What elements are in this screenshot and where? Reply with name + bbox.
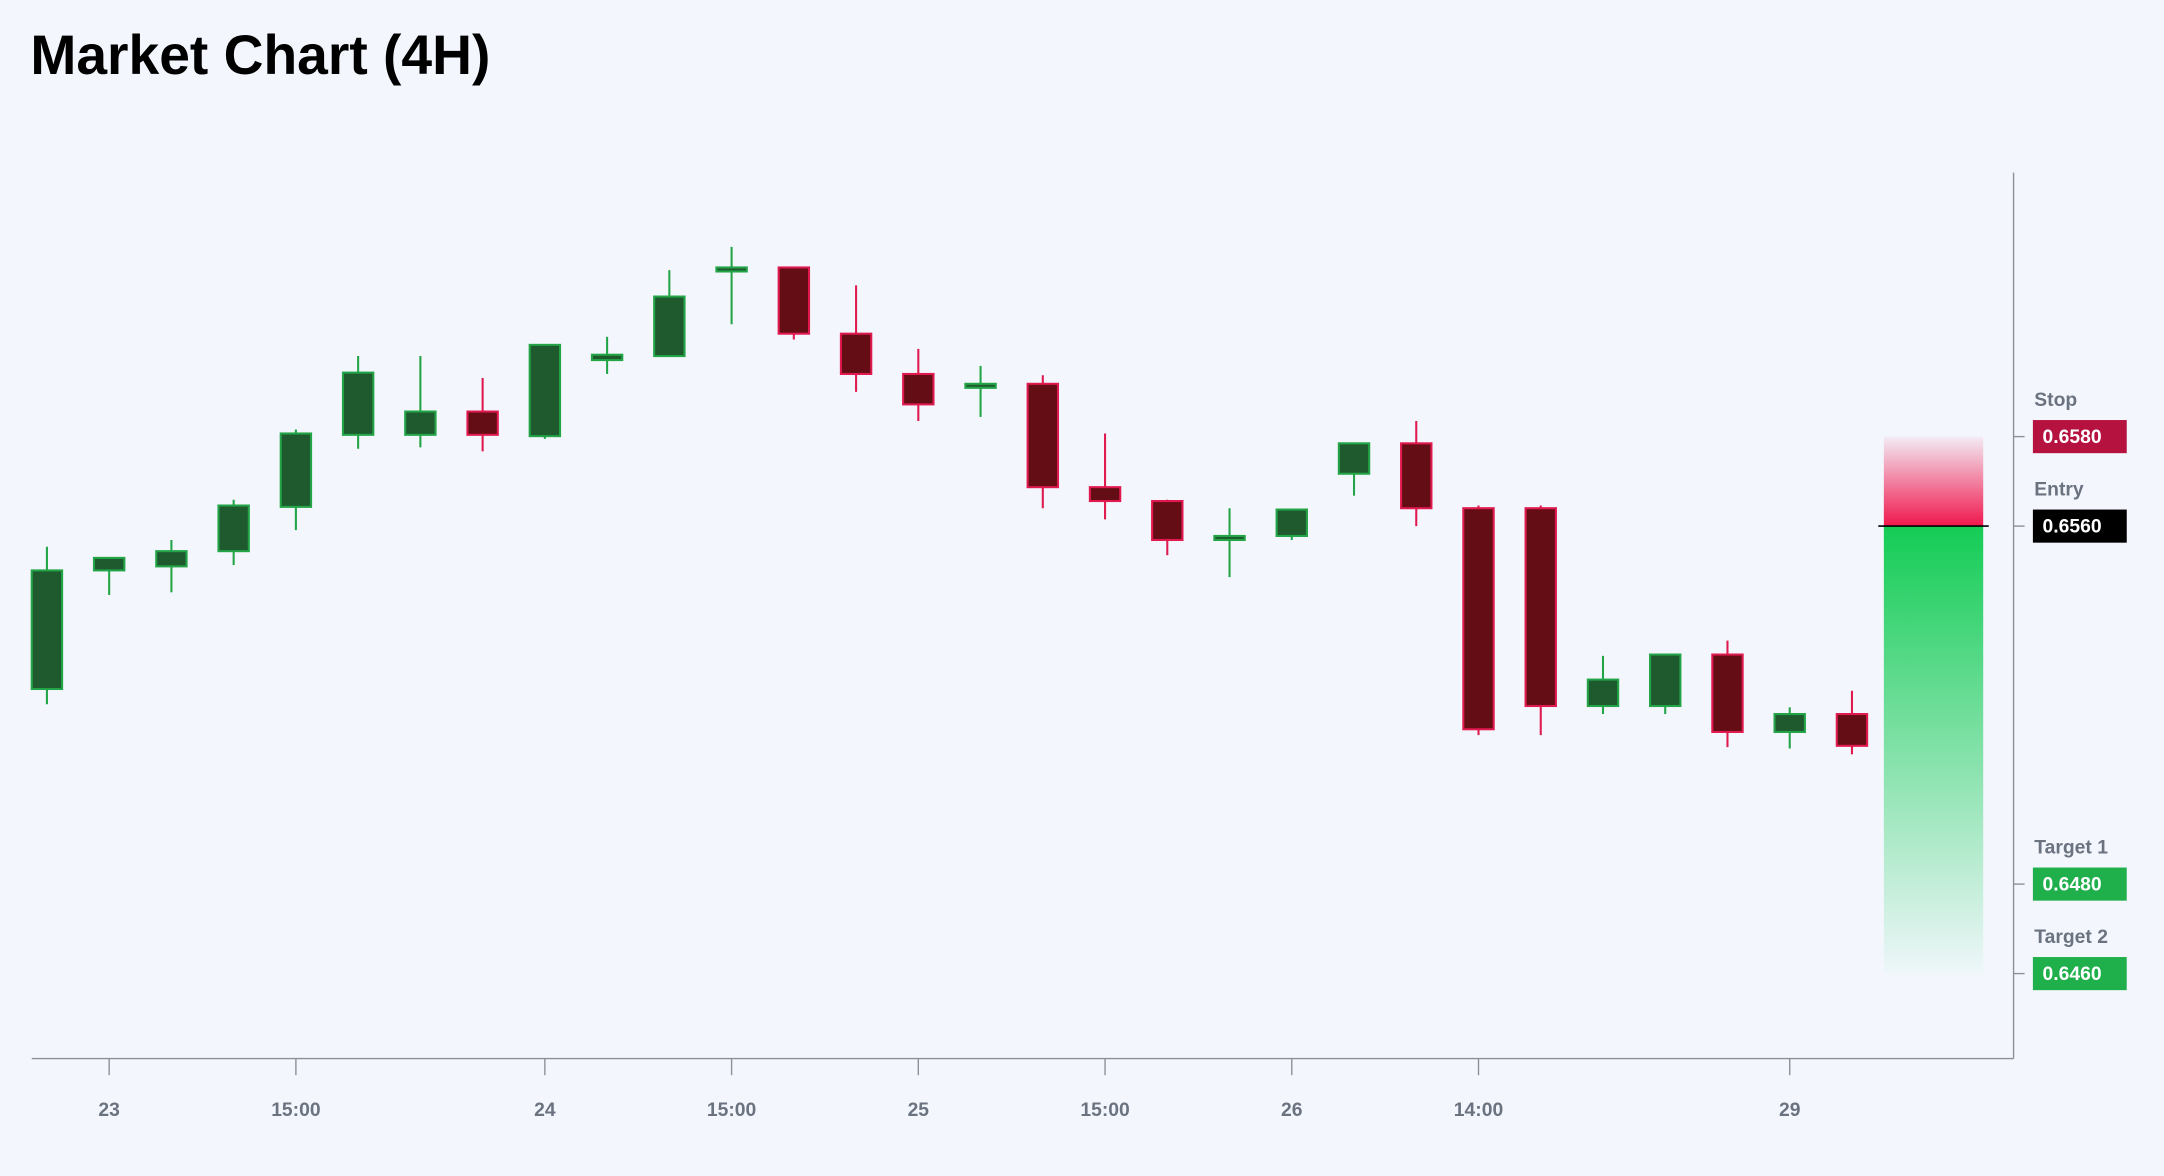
candle-body — [1711, 653, 1744, 733]
candle-body — [1337, 442, 1371, 475]
level-value: 0.6480 — [2043, 875, 2102, 896]
candle-body — [30, 569, 64, 691]
level-badge — [2032, 867, 2127, 901]
level-name: Target 2 — [2034, 927, 2108, 948]
candle-body — [964, 382, 997, 389]
x-tick-label: 15:00 — [271, 1100, 320, 1121]
candle-body — [590, 353, 624, 362]
level-badge — [2032, 509, 2127, 543]
candle-body — [1151, 500, 1184, 542]
level-name: Stop — [2034, 390, 2077, 411]
x-tick-label: 25 — [908, 1100, 930, 1121]
level-badge — [2032, 957, 2127, 991]
reward-zone — [1883, 526, 1984, 974]
risk-zone — [1883, 436, 1984, 527]
candle-body — [902, 372, 935, 406]
x-tick-label: 15:00 — [707, 1100, 756, 1121]
x-tick-label: 23 — [98, 1100, 120, 1121]
candle-body — [1088, 486, 1122, 503]
candle-body — [279, 432, 313, 508]
candle-body — [1649, 653, 1682, 708]
level-value: 0.6580 — [2043, 427, 2102, 448]
x-tick-label: 26 — [1281, 1100, 1303, 1121]
level-value: 0.6460 — [2043, 964, 2102, 985]
candle-body — [466, 410, 499, 436]
candle-body — [341, 371, 375, 436]
candle-body — [1275, 508, 1308, 537]
candle-body — [1462, 507, 1495, 731]
candle-body — [839, 332, 873, 375]
chart-title: Market Chart (4H) — [30, 24, 490, 86]
x-tick-label: 15:00 — [1080, 1100, 1129, 1121]
candle-body — [1400, 442, 1433, 510]
level-name: Target 1 — [2034, 837, 2108, 858]
level-badge — [2032, 420, 2127, 454]
candle-body — [1524, 507, 1557, 708]
candle-body — [92, 556, 126, 572]
candle-body — [155, 550, 188, 568]
x-tick-label: 29 — [1779, 1100, 1801, 1121]
candle-body — [1213, 534, 1246, 542]
level-name: Entry — [2034, 479, 2084, 500]
candle-body — [404, 410, 437, 436]
candle-body — [1773, 713, 1806, 733]
candle-body — [528, 343, 562, 438]
candle-body — [1026, 382, 1060, 489]
candle-body — [653, 295, 686, 358]
x-tick-label: 14:00 — [1454, 1100, 1503, 1121]
candle-body — [217, 504, 250, 553]
candle-body — [715, 266, 748, 273]
candle-body — [777, 266, 811, 335]
x-tick-label: 24 — [534, 1100, 556, 1121]
candle-body — [1586, 678, 1620, 708]
candle-body — [1835, 713, 1869, 747]
level-value: 0.6560 — [2043, 517, 2102, 538]
